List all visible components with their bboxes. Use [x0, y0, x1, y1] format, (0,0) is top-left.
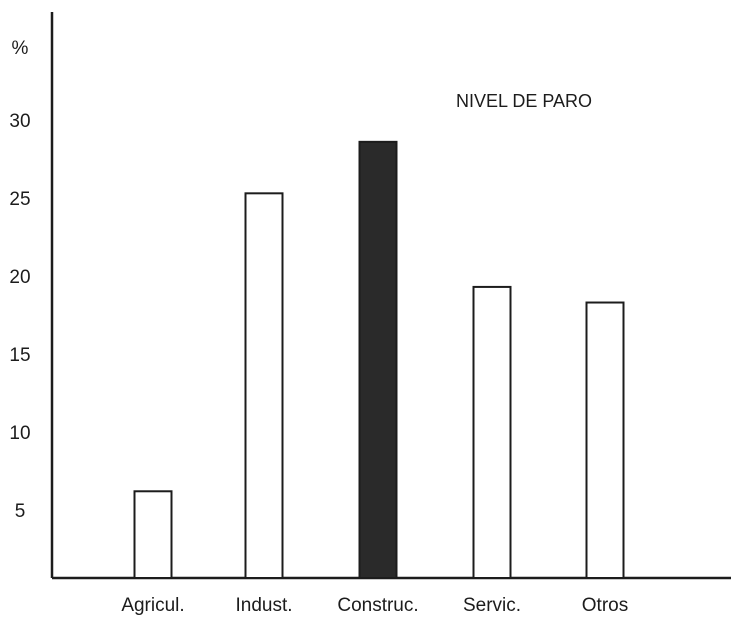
y-tick-label: 10: [9, 423, 30, 444]
y-tick-label: 5: [15, 501, 26, 522]
x-tick-label: Servic.: [463, 595, 521, 616]
y-tick-label: 30: [9, 111, 30, 132]
bar-servic: [472, 285, 512, 579]
x-tick-label: Otros: [582, 595, 628, 616]
x-tick-label: Construc.: [337, 595, 418, 616]
bar-otros: [585, 301, 625, 579]
y-tick-label: 25: [9, 189, 30, 210]
bars: [133, 140, 625, 579]
y-axis-label: %: [12, 38, 29, 59]
x-tick-label: Agricul.: [121, 595, 184, 616]
bar-indust: [244, 192, 284, 579]
y-tick-label: 15: [9, 345, 30, 366]
bar-agricul: [133, 490, 173, 579]
y-tick-label: 20: [9, 267, 30, 288]
x-tick-label: Indust.: [235, 595, 292, 616]
bar-construc: [358, 140, 398, 579]
labels: % 5 10 15 20 25 30 Agricul. Indust. Construc. Serv…: [9, 38, 628, 616]
chart-title: NIVEL DE PARO: [456, 91, 592, 111]
